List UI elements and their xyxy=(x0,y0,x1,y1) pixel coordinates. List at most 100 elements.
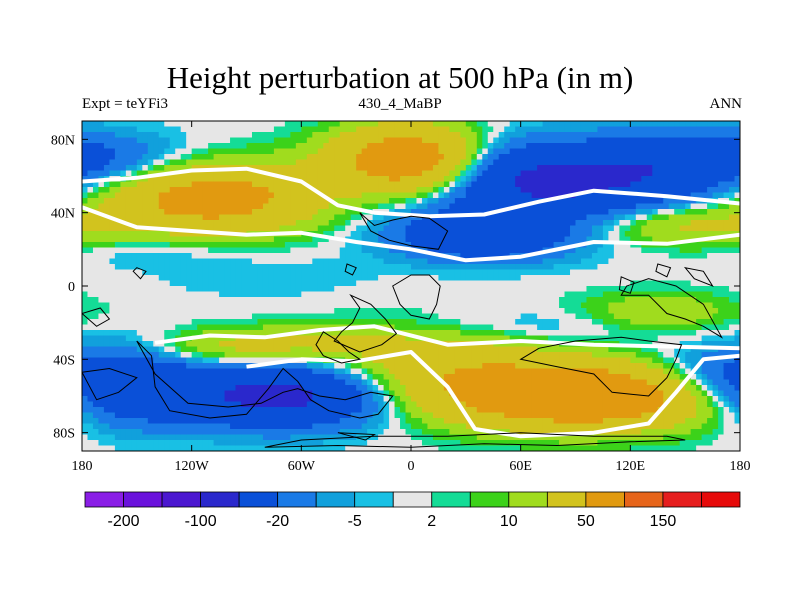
heatmap-cell xyxy=(482,330,489,337)
heatmap-cell xyxy=(306,121,313,128)
heatmap-cell xyxy=(87,324,94,331)
heatmap-cell xyxy=(602,137,609,144)
heatmap-cell xyxy=(295,236,302,243)
heatmap-cell xyxy=(559,253,566,260)
heatmap-cell xyxy=(356,170,363,177)
heatmap-cell xyxy=(180,148,187,155)
heatmap-cell xyxy=(624,258,631,265)
heatmap-cell xyxy=(597,291,604,298)
heatmap-cell xyxy=(114,280,121,287)
heatmap-cell xyxy=(241,275,248,282)
heatmap-cell xyxy=(504,132,511,139)
heatmap-cell xyxy=(372,236,379,243)
heatmap-cell xyxy=(334,132,341,139)
heatmap-cell xyxy=(482,236,489,243)
heatmap-cell xyxy=(526,286,533,293)
heatmap-cell xyxy=(520,159,527,166)
heatmap-cell xyxy=(723,236,730,243)
heatmap-cell xyxy=(657,231,664,238)
heatmap-cell xyxy=(279,159,286,166)
heatmap-cell xyxy=(268,313,275,320)
heatmap-cell xyxy=(98,121,105,128)
heatmap-cell xyxy=(663,170,670,177)
heatmap-cell xyxy=(553,236,560,243)
heatmap-cell xyxy=(383,159,390,166)
heatmap-cell xyxy=(449,280,456,287)
heatmap-cell xyxy=(169,143,176,150)
heatmap-cell xyxy=(641,302,648,309)
heatmap-cell xyxy=(471,253,478,260)
heatmap-cell xyxy=(323,132,330,139)
heatmap-cell xyxy=(663,187,670,194)
heatmap-cell xyxy=(493,220,500,227)
heatmap-cell xyxy=(306,176,313,183)
heatmap-cell xyxy=(707,170,714,177)
heatmap-cell xyxy=(460,187,467,194)
heatmap-cell xyxy=(624,275,631,282)
heatmap-cell xyxy=(317,225,324,232)
heatmap-cell xyxy=(103,154,111,161)
heatmap-cell xyxy=(235,170,242,177)
heatmap-cell xyxy=(405,225,412,232)
heatmap-cell xyxy=(509,236,516,243)
heatmap-cell xyxy=(345,308,352,315)
heatmap-cell xyxy=(273,264,280,271)
heatmap-cell xyxy=(131,209,138,216)
heatmap-cell xyxy=(652,247,659,254)
heatmap-cell xyxy=(493,269,500,276)
heatmap-cell xyxy=(208,148,215,155)
heatmap-cell xyxy=(449,231,456,238)
heatmap-cell xyxy=(542,176,549,183)
heatmap-cell xyxy=(520,308,527,315)
heatmap-cell xyxy=(241,264,248,271)
heatmap-cell xyxy=(438,154,445,161)
heatmap-cell xyxy=(652,264,659,271)
heatmap-cell xyxy=(400,165,407,172)
heatmap-cell xyxy=(674,236,681,243)
heatmap-cell xyxy=(273,225,280,232)
heatmap-cell xyxy=(246,192,253,199)
heatmap-cell xyxy=(246,253,253,260)
heatmap-cell xyxy=(224,297,231,304)
heatmap-cell xyxy=(153,313,160,320)
heatmap-cell xyxy=(312,170,319,177)
heatmap-cell xyxy=(482,209,489,216)
heatmap-cell xyxy=(109,346,116,353)
heatmap-cell xyxy=(367,264,374,271)
heatmap-cell xyxy=(734,203,740,210)
heatmap-cell xyxy=(729,330,736,337)
heatmap-cell xyxy=(213,225,220,232)
heatmap-cell xyxy=(378,231,385,238)
heatmap-cell xyxy=(438,247,445,254)
heatmap-cell xyxy=(136,148,143,155)
heatmap-cell xyxy=(262,291,270,298)
heatmap-cell xyxy=(559,247,566,254)
heatmap-cell xyxy=(405,121,412,128)
heatmap-cell xyxy=(564,176,571,183)
heatmap-cell xyxy=(652,319,659,326)
heatmap-cell xyxy=(602,209,609,216)
heatmap-cell xyxy=(668,247,675,254)
heatmap-cell xyxy=(350,126,357,133)
heatmap-cell xyxy=(657,297,664,304)
heatmap-cell xyxy=(449,242,456,249)
heatmap-cell xyxy=(295,319,302,326)
heatmap-cell xyxy=(586,126,593,133)
heatmap-cell xyxy=(367,231,374,238)
heatmap-cell xyxy=(712,341,719,348)
heatmap-cell xyxy=(306,291,313,298)
heatmap-cell xyxy=(339,302,346,309)
heatmap-cell xyxy=(465,242,472,249)
heatmap-cell xyxy=(608,209,615,216)
heatmap-cell xyxy=(416,258,423,265)
heatmap-cell xyxy=(103,165,111,172)
heatmap-cell xyxy=(202,335,209,342)
heatmap-cell xyxy=(443,181,450,188)
heatmap-cell xyxy=(580,286,588,293)
heatmap-cell xyxy=(147,242,154,249)
heatmap-cell xyxy=(712,132,719,139)
heatmap-cell xyxy=(147,236,154,243)
heatmap-cell xyxy=(394,264,401,271)
heatmap-cell xyxy=(158,275,165,282)
heatmap-cell xyxy=(548,209,555,216)
